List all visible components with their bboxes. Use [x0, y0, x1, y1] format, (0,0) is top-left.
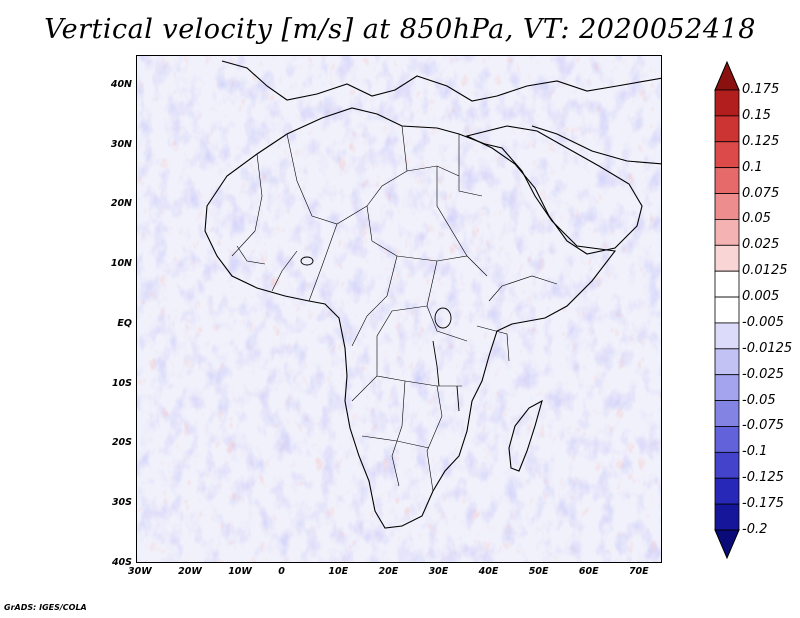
colorbar-label: -0.05: [742, 392, 776, 408]
colorbar-segment: [714, 348, 740, 376]
lat-tick-label: 40S: [111, 557, 132, 568]
colorbar-segment: [714, 193, 740, 220]
lon-tick-label: 30W: [128, 566, 152, 577]
colorbar-segment: [714, 322, 740, 350]
lake-malawi: [456, 385, 460, 412]
lon-tick-label: 10W: [228, 566, 252, 577]
europe-coastline: [221, 60, 661, 102]
colorbar-bottom-arrow: [714, 529, 740, 560]
colorbar-label: 0.005: [742, 289, 780, 305]
lon-tick-label: 60E: [578, 566, 599, 577]
colorbar-label: 0.125: [742, 133, 780, 149]
lon-tick-label: 20W: [178, 566, 202, 577]
lon-tick-label: 50E: [528, 566, 549, 577]
colorbar-segment: [714, 270, 740, 298]
colorbar-label: -0.125: [742, 470, 784, 486]
colorbar-segment: [714, 451, 740, 479]
lat-tick-label: EQ: [117, 317, 132, 329]
madagascar-coastline: [508, 399, 543, 472]
lake-victoria: [434, 307, 452, 329]
lon-tick-label: 70E: [628, 566, 649, 577]
colorbar-segment: [714, 115, 740, 143]
colorbar-segment: [714, 244, 740, 272]
field-positive-texture: [137, 56, 661, 562]
lake-chad: [300, 256, 314, 266]
colorbar-segment: [714, 219, 740, 246]
colorbar: [714, 60, 740, 560]
colorbar-segment: [714, 426, 740, 453]
lake-tanganyika: [432, 340, 440, 387]
colorbar-label: -0.075: [742, 418, 784, 434]
colorbar-label: 0.075: [742, 185, 780, 201]
africa-coastline: [204, 107, 617, 529]
lon-tick-label: 30E: [428, 566, 449, 577]
colorbar-label: 0.175: [742, 82, 780, 97]
colorbar-label: -0.005: [742, 314, 784, 330]
lon-tick-label: 40E: [478, 566, 499, 577]
colorbar-label: 0.15: [742, 107, 771, 123]
colorbar-label: -0.2: [742, 522, 768, 537]
chart-title: Vertical velocity [m/s] at 850hPa, VT: 2…: [44, 14, 756, 45]
colorbar-segment: [714, 374, 740, 401]
colorbar-label: -0.1: [742, 444, 768, 460]
lon-tick-label: 10E: [328, 566, 349, 577]
lat-tick-label: 10N: [110, 258, 132, 270]
lon-tick-label: 0: [278, 566, 285, 577]
coastlines: [204, 60, 661, 529]
colorbar-label: -0.175: [742, 496, 784, 512]
colorbar-segment: [714, 296, 740, 324]
colorbar-segment: [714, 503, 740, 531]
map-svg: [137, 56, 661, 562]
colorbar-label: 0.025: [742, 237, 780, 253]
lon-tick-label: 20E: [378, 566, 399, 577]
lakes: [300, 256, 460, 412]
colorbar-label: 0.05: [742, 211, 771, 227]
colorbar-segment: [714, 141, 740, 169]
map-panel: [136, 55, 662, 563]
credit-text: GrADS: IGES/COLA: [4, 603, 87, 612]
colorbar-segment: [714, 477, 740, 505]
lat-tick-label: 30N: [110, 138, 132, 150]
lat-tick-label: 30S: [111, 497, 132, 509]
colorbar-top-arrow: [714, 60, 740, 91]
colorbar-segment: [714, 167, 740, 194]
colorbar-label: 0.0125: [742, 263, 788, 279]
lat-tick-label: 40N: [110, 78, 132, 90]
country-borders: [231, 125, 558, 492]
arabia-coastline: [465, 125, 643, 255]
colorbar-label: 0.1: [742, 159, 763, 175]
persian-coast: [531, 125, 661, 165]
lat-tick-label: 10S: [111, 377, 132, 389]
colorbar-label: -0.025: [742, 366, 784, 382]
lat-tick-label: 20S: [111, 437, 132, 449]
lat-tick-label: 20N: [110, 198, 132, 210]
colorbar-segment: [714, 89, 740, 117]
colorbar-label: -0.0125: [742, 340, 793, 356]
colorbar-segment: [714, 400, 740, 427]
